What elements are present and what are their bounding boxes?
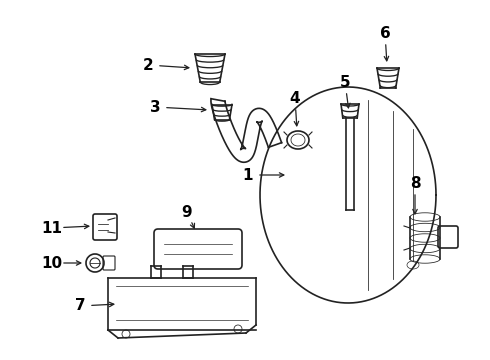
Text: 7: 7 [74, 298, 85, 314]
Text: 4: 4 [290, 90, 300, 105]
Text: 1: 1 [243, 167, 253, 183]
Text: 10: 10 [42, 256, 63, 270]
Text: 9: 9 [182, 204, 192, 220]
Text: 11: 11 [42, 220, 63, 235]
Text: 3: 3 [149, 99, 160, 114]
Text: 8: 8 [410, 176, 420, 190]
Text: 2: 2 [143, 58, 153, 72]
Text: 5: 5 [340, 75, 350, 90]
Text: 6: 6 [380, 26, 391, 41]
